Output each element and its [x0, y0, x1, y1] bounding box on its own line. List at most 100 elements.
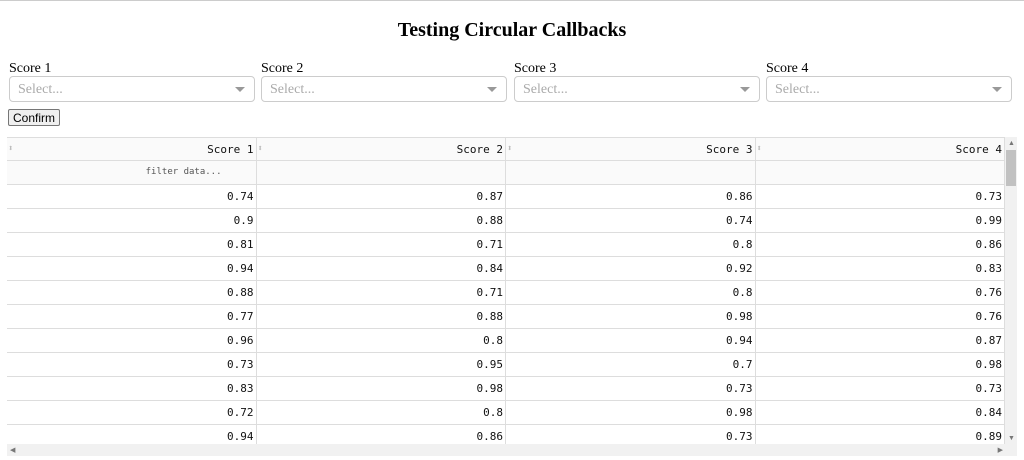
- column-header: ⬍ Score 1: [7, 138, 257, 160]
- table-cell[interactable]: 0.8: [506, 233, 756, 256]
- score-1-dropdown-group: Score 1 Select...: [9, 61, 255, 102]
- table-cell[interactable]: 0.72: [7, 401, 257, 424]
- filter-input[interactable]: [506, 161, 756, 184]
- select-placeholder: Select...: [18, 82, 63, 97]
- scroll-left-icon[interactable]: ◀: [10, 446, 16, 454]
- table-row: 0.96 0.8 0.94 0.87: [7, 329, 1005, 353]
- table-cell[interactable]: 0.99: [756, 209, 1005, 232]
- select-placeholder: Select...: [775, 82, 820, 97]
- table-cell[interactable]: 0.94: [7, 257, 257, 280]
- table-cell[interactable]: 0.73: [756, 377, 1005, 400]
- filter-input[interactable]: [756, 161, 1005, 184]
- score-4-dropdown-group: Score 4 Select...: [766, 61, 1012, 102]
- table-cell[interactable]: 0.98: [506, 305, 756, 328]
- chevron-down-icon[interactable]: [992, 87, 1002, 92]
- chevron-down-icon[interactable]: [235, 87, 245, 92]
- confirm-button[interactable]: Confirm: [8, 109, 61, 126]
- table-cell[interactable]: 0.98: [506, 401, 756, 424]
- dropdown-label: Score 4: [766, 61, 809, 76]
- table-cell[interactable]: 0.88: [7, 281, 257, 304]
- scrollbar-thumb[interactable]: [1006, 150, 1016, 186]
- table-cell[interactable]: 0.83: [756, 257, 1005, 280]
- score-1-select[interactable]: Select...: [9, 76, 255, 102]
- table-row: 0.81 0.71 0.8 0.86: [7, 233, 1005, 257]
- column-header: ⬍ Score 3: [506, 138, 756, 160]
- sort-icon[interactable]: ⬍: [756, 144, 762, 154]
- score-2-dropdown-group: Score 2 Select...: [261, 61, 507, 102]
- select-placeholder: Select...: [270, 82, 315, 97]
- table-cell[interactable]: 0.87: [756, 329, 1005, 352]
- table-cell[interactable]: 0.8: [257, 329, 506, 352]
- table-cell[interactable]: 0.88: [257, 305, 506, 328]
- table-cell[interactable]: 0.8: [257, 401, 506, 424]
- scroll-up-icon[interactable]: ▲: [1008, 139, 1015, 147]
- table-cell[interactable]: 0.96: [7, 329, 257, 352]
- scroll-down-icon[interactable]: ▼: [1008, 434, 1015, 442]
- column-header: ⬍ Score 2: [257, 138, 506, 160]
- sort-icon[interactable]: ⬍: [8, 144, 14, 154]
- table-cell[interactable]: 0.98: [257, 377, 506, 400]
- table-cell[interactable]: 0.92: [506, 257, 756, 280]
- table-cell[interactable]: 0.73: [7, 353, 257, 376]
- chevron-down-icon[interactable]: [740, 87, 750, 92]
- table-row: 0.72 0.8 0.98 0.84: [7, 401, 1005, 425]
- data-table: ⬍ Score 1 ⬍ Score 2 ⬍ Score 3 ⬍ Score 4 filter d…: [7, 137, 1005, 444]
- table-cell[interactable]: 0.8: [506, 281, 756, 304]
- table-cell[interactable]: 0.88: [257, 209, 506, 232]
- score-2-select[interactable]: Select...: [261, 76, 507, 102]
- table-cell[interactable]: 0.95: [257, 353, 506, 376]
- table-row: 0.9 0.88 0.74 0.99: [7, 209, 1005, 233]
- table-row: 0.94 0.84 0.92 0.83: [7, 257, 1005, 281]
- table-cell[interactable]: 0.87: [257, 185, 506, 208]
- table-row: 0.94 0.86 0.73 0.89: [7, 425, 1005, 444]
- filter-row: filter data...: [7, 161, 1005, 185]
- table-cell[interactable]: 0.86: [506, 185, 756, 208]
- table-cell[interactable]: 0.71: [257, 233, 506, 256]
- page-title: Testing Circular Callbacks: [397, 19, 627, 41]
- dropdown-label: Score 2: [261, 61, 304, 76]
- chevron-down-icon[interactable]: [487, 87, 497, 92]
- table-row: 0.74 0.87 0.86 0.73: [7, 185, 1005, 209]
- vertical-scrollbar[interactable]: ▲ ▼: [1005, 137, 1017, 444]
- scroll-right-icon[interactable]: ▶: [997, 446, 1003, 454]
- column-header: ⬍ Score 4: [756, 138, 1005, 160]
- table-cell[interactable]: 0.89: [756, 425, 1005, 444]
- table-cell[interactable]: 0.74: [506, 209, 756, 232]
- table-cell[interactable]: 0.86: [756, 233, 1005, 256]
- filter-placeholder: filter data...: [145, 167, 222, 177]
- table-cell[interactable]: 0.84: [257, 257, 506, 280]
- table-cell[interactable]: 0.73: [506, 377, 756, 400]
- table-cell[interactable]: 0.84: [756, 401, 1005, 424]
- table-row: 0.77 0.88 0.98 0.76: [7, 305, 1005, 329]
- table-cell[interactable]: 0.7: [506, 353, 756, 376]
- header-row: ⬍ Score 1 ⬍ Score 2 ⬍ Score 3 ⬍ Score 4: [7, 137, 1005, 161]
- table-row: 0.83 0.98 0.73 0.73: [7, 377, 1005, 401]
- table-cell[interactable]: 0.94: [506, 329, 756, 352]
- dropdown-label: Score 1: [9, 61, 52, 76]
- filter-input[interactable]: [257, 161, 506, 184]
- table-cell[interactable]: 0.76: [756, 305, 1005, 328]
- table-cell[interactable]: 0.73: [756, 185, 1005, 208]
- table-cell[interactable]: 0.9: [7, 209, 257, 232]
- horizontal-scrollbar[interactable]: ◀ ▶: [7, 444, 1017, 456]
- table-cell[interactable]: 0.74: [7, 185, 257, 208]
- filter-input[interactable]: filter data...: [7, 161, 257, 184]
- table-cell[interactable]: 0.71: [257, 281, 506, 304]
- table-cell[interactable]: 0.94: [7, 425, 257, 444]
- score-4-select[interactable]: Select...: [766, 76, 1012, 102]
- table-cell[interactable]: 0.81: [7, 233, 257, 256]
- dropdown-label: Score 3: [514, 61, 557, 76]
- score-3-select[interactable]: Select...: [514, 76, 760, 102]
- sort-icon[interactable]: ⬍: [507, 144, 513, 154]
- sort-icon[interactable]: ⬍: [257, 144, 263, 154]
- table-row: 0.88 0.71 0.8 0.76: [7, 281, 1005, 305]
- table-cell[interactable]: 0.86: [257, 425, 506, 444]
- table-cell[interactable]: 0.83: [7, 377, 257, 400]
- select-placeholder: Select...: [523, 82, 568, 97]
- table-cell[interactable]: 0.77: [7, 305, 257, 328]
- score-3-dropdown-group: Score 3 Select...: [514, 61, 760, 102]
- table-cell[interactable]: 0.76: [756, 281, 1005, 304]
- table-cell[interactable]: 0.73: [506, 425, 756, 444]
- table-cell[interactable]: 0.98: [756, 353, 1005, 376]
- table-row: 0.73 0.95 0.7 0.98: [7, 353, 1005, 377]
